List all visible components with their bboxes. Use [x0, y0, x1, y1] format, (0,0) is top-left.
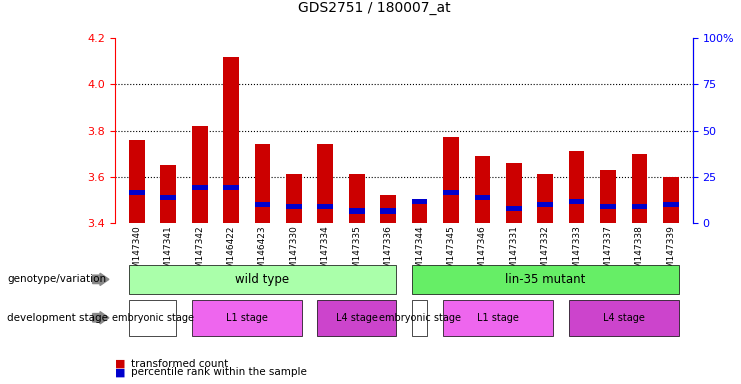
Bar	[192, 126, 207, 223]
Bar	[537, 174, 553, 223]
Bar	[663, 202, 679, 207]
Bar	[286, 204, 302, 209]
Bar	[380, 195, 396, 223]
Text: ■: ■	[115, 367, 125, 377]
Text: L4 stage: L4 stage	[602, 313, 645, 323]
Bar	[160, 195, 176, 200]
Text: ■: ■	[115, 359, 125, 369]
Bar	[474, 156, 491, 223]
Text: percentile rank within the sample: percentile rank within the sample	[131, 367, 307, 377]
Bar	[537, 202, 553, 207]
Bar	[663, 177, 679, 223]
Text: GDS2751 / 180007_at: GDS2751 / 180007_at	[298, 2, 451, 15]
Text: development stage: development stage	[7, 313, 108, 323]
Bar	[317, 144, 333, 223]
Bar	[506, 206, 522, 211]
Bar	[443, 137, 459, 223]
Bar	[129, 140, 144, 223]
Text: L1 stage: L1 stage	[226, 313, 268, 323]
Bar	[443, 190, 459, 195]
Bar	[380, 209, 396, 214]
Text: wild type: wild type	[236, 273, 290, 286]
Bar	[600, 170, 616, 223]
Bar	[129, 190, 144, 195]
Text: lin-35 mutant: lin-35 mutant	[505, 273, 585, 286]
Bar	[255, 202, 270, 207]
Bar	[349, 209, 365, 214]
Bar	[506, 163, 522, 223]
Bar	[223, 185, 239, 190]
Bar	[412, 199, 428, 204]
Bar	[192, 185, 207, 190]
Bar	[255, 144, 270, 223]
Bar	[474, 195, 491, 200]
Bar	[412, 202, 428, 223]
Text: transformed count: transformed count	[131, 359, 228, 369]
Bar	[569, 199, 585, 204]
Text: L4 stage: L4 stage	[336, 313, 378, 323]
Bar	[223, 57, 239, 223]
Bar	[631, 154, 648, 223]
Text: L1 stage: L1 stage	[477, 313, 519, 323]
Text: genotype/variation: genotype/variation	[7, 274, 107, 285]
Bar	[160, 165, 176, 223]
Text: embryonic stage: embryonic stage	[379, 313, 461, 323]
Bar	[349, 174, 365, 223]
Bar	[569, 151, 585, 223]
Text: embryonic stage: embryonic stage	[112, 313, 193, 323]
Bar	[317, 204, 333, 209]
Bar	[286, 174, 302, 223]
Bar	[631, 204, 648, 209]
Bar	[600, 204, 616, 209]
